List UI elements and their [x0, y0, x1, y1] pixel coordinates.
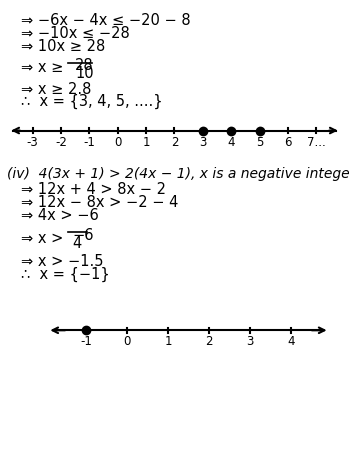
Text: −6: −6: [73, 228, 94, 243]
Text: 3: 3: [246, 336, 253, 349]
Text: ⇒ x ≥ 2.8: ⇒ x ≥ 2.8: [21, 82, 91, 97]
Text: 1: 1: [142, 136, 150, 149]
Text: ∴  x = {−1}: ∴ x = {−1}: [21, 266, 110, 281]
Text: -2: -2: [55, 136, 67, 149]
Text: -1: -1: [83, 136, 95, 149]
Text: 28: 28: [75, 58, 94, 73]
Text: 4: 4: [228, 136, 235, 149]
Text: ⇒ 10x ≥ 28: ⇒ 10x ≥ 28: [21, 39, 105, 54]
Text: 6: 6: [284, 136, 292, 149]
Text: 1: 1: [164, 336, 172, 349]
Text: ⇒ 12x − 8x > −2 − 4: ⇒ 12x − 8x > −2 − 4: [21, 195, 178, 210]
Text: (iv)  4(3x + 1) > 2(4x − 1), x is a negative integer: (iv) 4(3x + 1) > 2(4x − 1), x is a negat…: [7, 167, 349, 181]
Text: 2: 2: [205, 336, 213, 349]
Text: 4: 4: [287, 336, 295, 349]
Text: ⇒ x > −1.5: ⇒ x > −1.5: [21, 254, 103, 269]
Text: ⇒ x ≥: ⇒ x ≥: [21, 60, 63, 75]
Text: -1: -1: [80, 336, 92, 349]
Text: ⇒ −10x ≤ −28: ⇒ −10x ≤ −28: [21, 26, 130, 41]
Text: 3: 3: [199, 136, 207, 149]
Text: 0: 0: [124, 336, 131, 349]
Text: ⇒ 12x + 4 > 8x − 2: ⇒ 12x + 4 > 8x − 2: [21, 182, 166, 197]
Text: 2: 2: [171, 136, 178, 149]
Text: 4: 4: [73, 236, 82, 251]
Text: 0: 0: [114, 136, 121, 149]
Text: 10: 10: [75, 66, 94, 81]
Text: 5: 5: [256, 136, 263, 149]
Text: 7...: 7...: [307, 136, 326, 149]
Text: ⇒ 4x > −6: ⇒ 4x > −6: [21, 208, 99, 223]
Text: ∴  x = {3, 4, 5, ....}: ∴ x = {3, 4, 5, ....}: [21, 94, 163, 109]
Text: ⇒ −6x − 4x ≤ −20 − 8: ⇒ −6x − 4x ≤ −20 − 8: [21, 13, 191, 28]
Text: -3: -3: [27, 136, 38, 149]
Text: ⇒ x >: ⇒ x >: [21, 231, 63, 246]
